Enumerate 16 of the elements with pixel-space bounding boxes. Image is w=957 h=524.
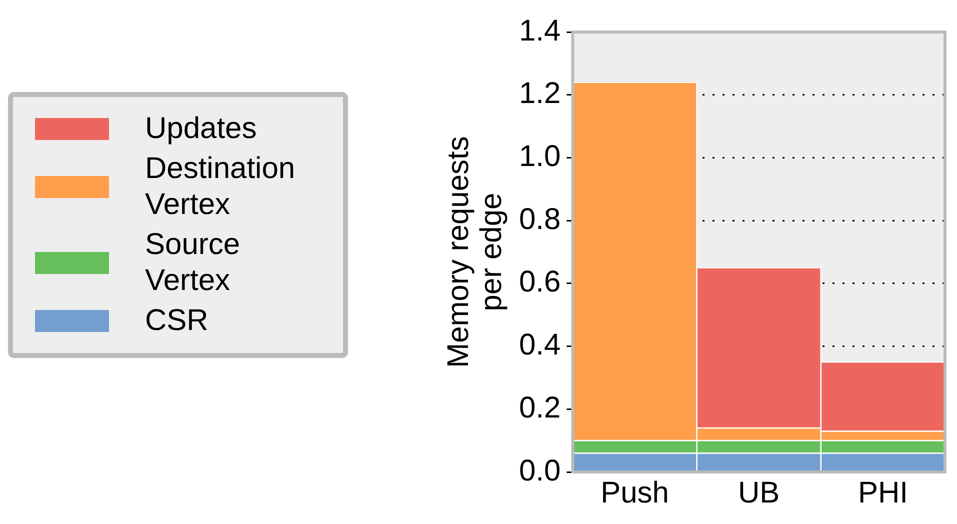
legend-label: Updates [145,111,257,147]
legend-label: CSR [145,303,208,339]
x-tick-label: UB [738,476,780,510]
y-tick-label: 1.4 [518,14,561,48]
x-tick-label: PHI [858,476,908,510]
y-tick-label: 1.2 [518,77,561,110]
y-tick-label: 0.2 [518,391,561,424]
legend-label: Destination Vertex [145,151,296,223]
y-tick-label: 0.4 [518,328,561,362]
y-tick-label: 1.0 [518,140,561,173]
y-tick-label: 0.0 [518,454,561,488]
y-tick-label: 0.6 [518,266,561,299]
y-tick-label: 0.8 [518,202,561,236]
x-tick-label: Push [600,476,669,510]
y-axis-title: Memory requests per edge [442,136,508,368]
legend-label: Source Vertex [145,227,240,299]
